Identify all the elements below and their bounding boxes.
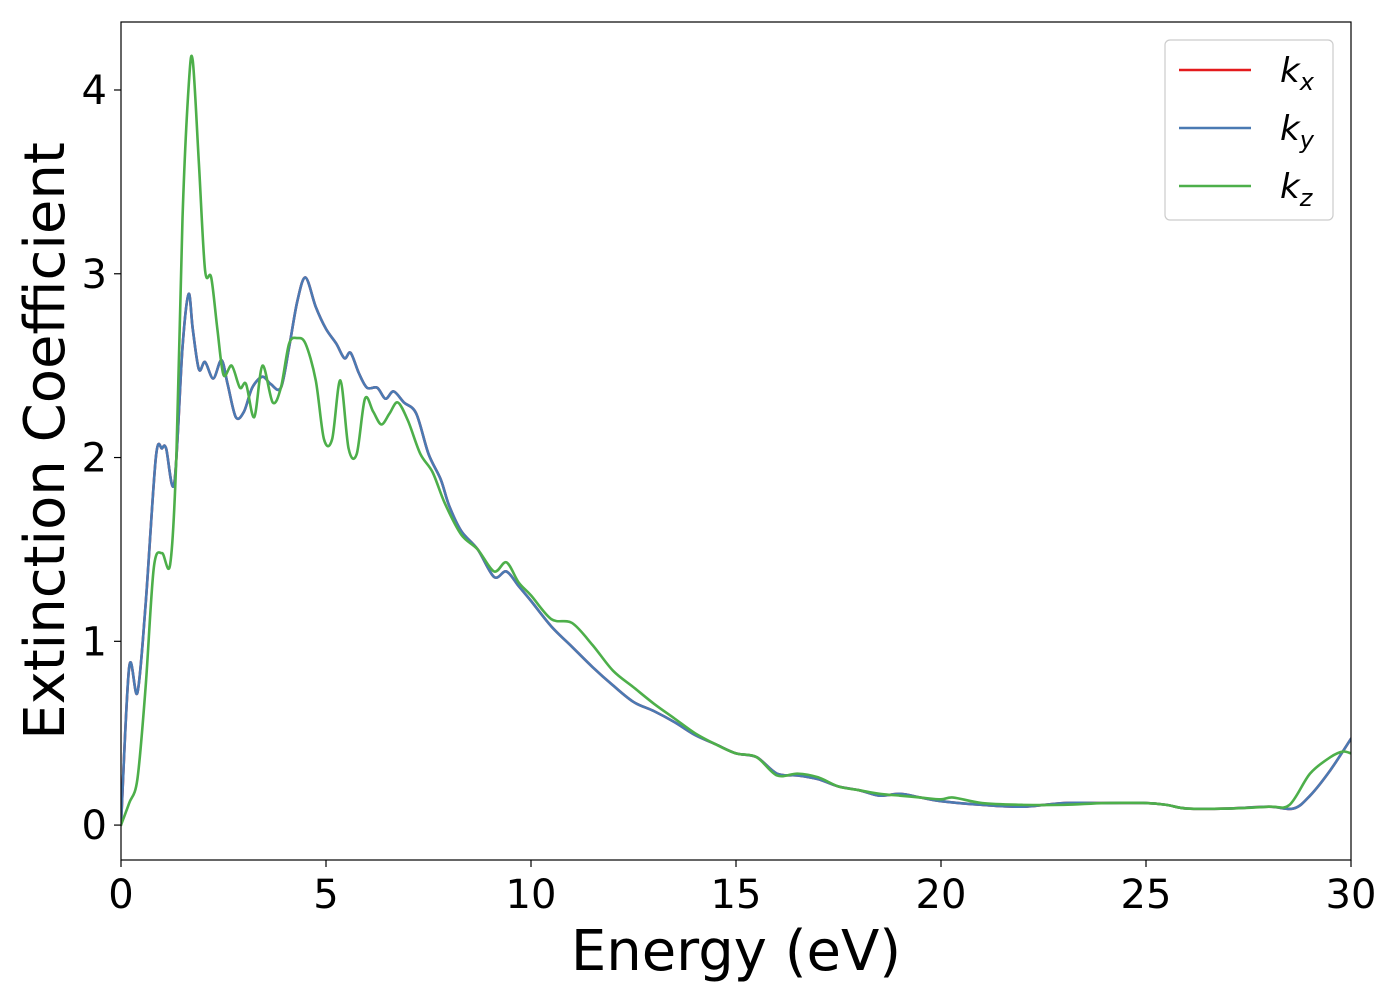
x-tick-label: 5: [313, 872, 338, 918]
y-tick-label: 1: [82, 619, 107, 665]
y-tick-label: 3: [82, 252, 107, 298]
x-tick-label: 15: [711, 872, 762, 918]
legend-label-x: kx: [1280, 51, 1315, 96]
x-axis-label: Energy (eV): [571, 919, 901, 984]
legend-label-z: kz: [1280, 167, 1314, 212]
y-tick-label: 0: [82, 803, 107, 849]
x-tick-label: 30: [1326, 872, 1377, 918]
series-line-z: [121, 54, 1351, 827]
legend: kx ky kz: [1164, 39, 1334, 221]
x-tick-label: 10: [506, 872, 557, 918]
y-tick-label: 2: [82, 436, 107, 482]
x-tick-label: 25: [1121, 872, 1172, 918]
series-layer: [121, 54, 1351, 827]
y-tick-label: 4: [82, 68, 107, 114]
series-line-y: [121, 276, 1351, 827]
ticks-layer: 0 5 10 15 20 25 30 0 1 2 3 4: [82, 68, 1377, 918]
series-line-x: [121, 276, 1351, 827]
x-tick-label: 0: [108, 872, 133, 918]
y-axis-label: Extinction Coefficient: [13, 142, 78, 740]
x-tick-label: 20: [916, 872, 967, 918]
legend-label-y: ky: [1280, 109, 1315, 154]
legend-box: [1164, 39, 1334, 221]
